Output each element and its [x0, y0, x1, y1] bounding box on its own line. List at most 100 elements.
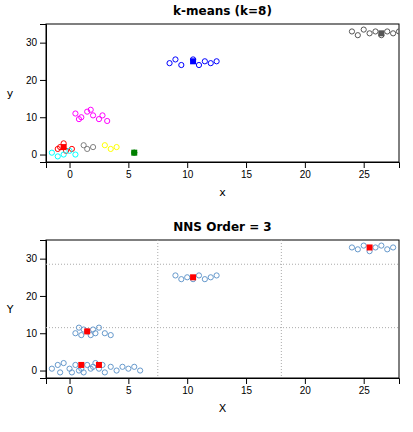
point [385, 247, 390, 252]
x-tick: 25 [359, 162, 371, 180]
point [81, 370, 86, 375]
point [373, 245, 378, 250]
x-tick-label: 25 [359, 169, 371, 180]
plot-area [49, 27, 399, 159]
x-tick: 10 [182, 162, 194, 180]
x-tick-label: 10 [182, 385, 194, 396]
point [85, 146, 90, 151]
point [85, 329, 90, 334]
y-tick: 20 [26, 75, 46, 86]
figure: 05101520250102030k-means (k=8)xy05101520… [0, 0, 413, 432]
point [132, 150, 137, 155]
point [114, 368, 119, 373]
point-series [49, 148, 78, 159]
x-tick-mark [305, 162, 306, 168]
x-tick-label: 15 [241, 385, 253, 396]
point [73, 111, 78, 116]
x-tick-mark [187, 378, 188, 384]
center-square [131, 150, 137, 156]
point [69, 370, 74, 375]
point [208, 61, 213, 66]
y-tick-mark [40, 333, 46, 334]
x-tick-mark [128, 162, 129, 168]
point [167, 61, 172, 66]
point [100, 113, 105, 118]
point-series [378, 30, 384, 36]
point [105, 118, 110, 123]
point-series [81, 143, 96, 152]
y-tick: 10 [26, 112, 46, 123]
point [73, 362, 78, 367]
x-tick-label: 20 [300, 169, 312, 180]
center-square [378, 30, 384, 36]
y-axis-line [40, 25, 47, 163]
center-square [61, 144, 67, 150]
x-tick: 10 [182, 378, 194, 396]
x-tick: 5 [126, 162, 132, 180]
point [179, 62, 184, 67]
x-tick-label: 0 [67, 169, 73, 180]
point [73, 152, 78, 157]
point [108, 333, 113, 338]
y-tick-mark [40, 117, 46, 118]
point-series [49, 243, 395, 375]
center-square [190, 274, 196, 280]
center-square [78, 362, 84, 368]
point [208, 275, 213, 280]
y-tick-label: 10 [26, 328, 38, 339]
point-series [78, 244, 372, 367]
y-tick-mark [40, 296, 46, 297]
x-tick: 15 [241, 162, 253, 180]
point [55, 362, 60, 367]
x-tick-mark [246, 378, 247, 384]
x-axis-title: X [219, 402, 227, 415]
point [196, 62, 201, 67]
point [355, 247, 360, 252]
y-tick-mark [40, 371, 46, 372]
point-series [167, 57, 219, 68]
point [102, 143, 107, 148]
point [102, 370, 107, 375]
x-tick-mark [364, 162, 365, 168]
point [55, 154, 60, 159]
reference-line-y [46, 327, 399, 328]
x-tick-mark [70, 162, 71, 168]
y-tick-mark [40, 80, 46, 81]
point [126, 366, 131, 371]
point-series [102, 143, 119, 152]
reference-line-y [46, 264, 399, 265]
point-series [61, 144, 67, 150]
x-tick: 20 [300, 162, 312, 180]
y-tick: 0 [31, 365, 46, 376]
point [367, 31, 372, 36]
x-tick: 0 [67, 162, 73, 180]
point [49, 366, 54, 371]
point [373, 29, 378, 34]
x-tick-label: 10 [182, 169, 194, 180]
point [67, 148, 72, 153]
point [108, 364, 113, 369]
point [76, 117, 81, 122]
x-tick-label: 15 [241, 169, 253, 180]
x-tick-label: 5 [126, 385, 132, 396]
point [90, 113, 95, 118]
center-square [96, 362, 102, 368]
x-tick-mark [246, 162, 247, 168]
point-series [73, 107, 110, 123]
y-tick-label: 20 [26, 75, 38, 86]
x-tick-label: 5 [126, 169, 132, 180]
x-tick-mark [305, 378, 306, 384]
x-axis-title: x [219, 186, 226, 199]
point-series [190, 58, 196, 64]
plot-area [46, 240, 399, 378]
x-axis: 0 5 10 15 20 25 [47, 162, 400, 180]
y-tick-label: 0 [31, 365, 37, 376]
point [379, 243, 384, 248]
point [120, 364, 125, 369]
y-tick-mark [40, 155, 46, 156]
point [108, 146, 113, 151]
point [93, 331, 98, 336]
point [185, 275, 190, 280]
point [55, 146, 60, 151]
x-tick: 20 [300, 378, 312, 396]
